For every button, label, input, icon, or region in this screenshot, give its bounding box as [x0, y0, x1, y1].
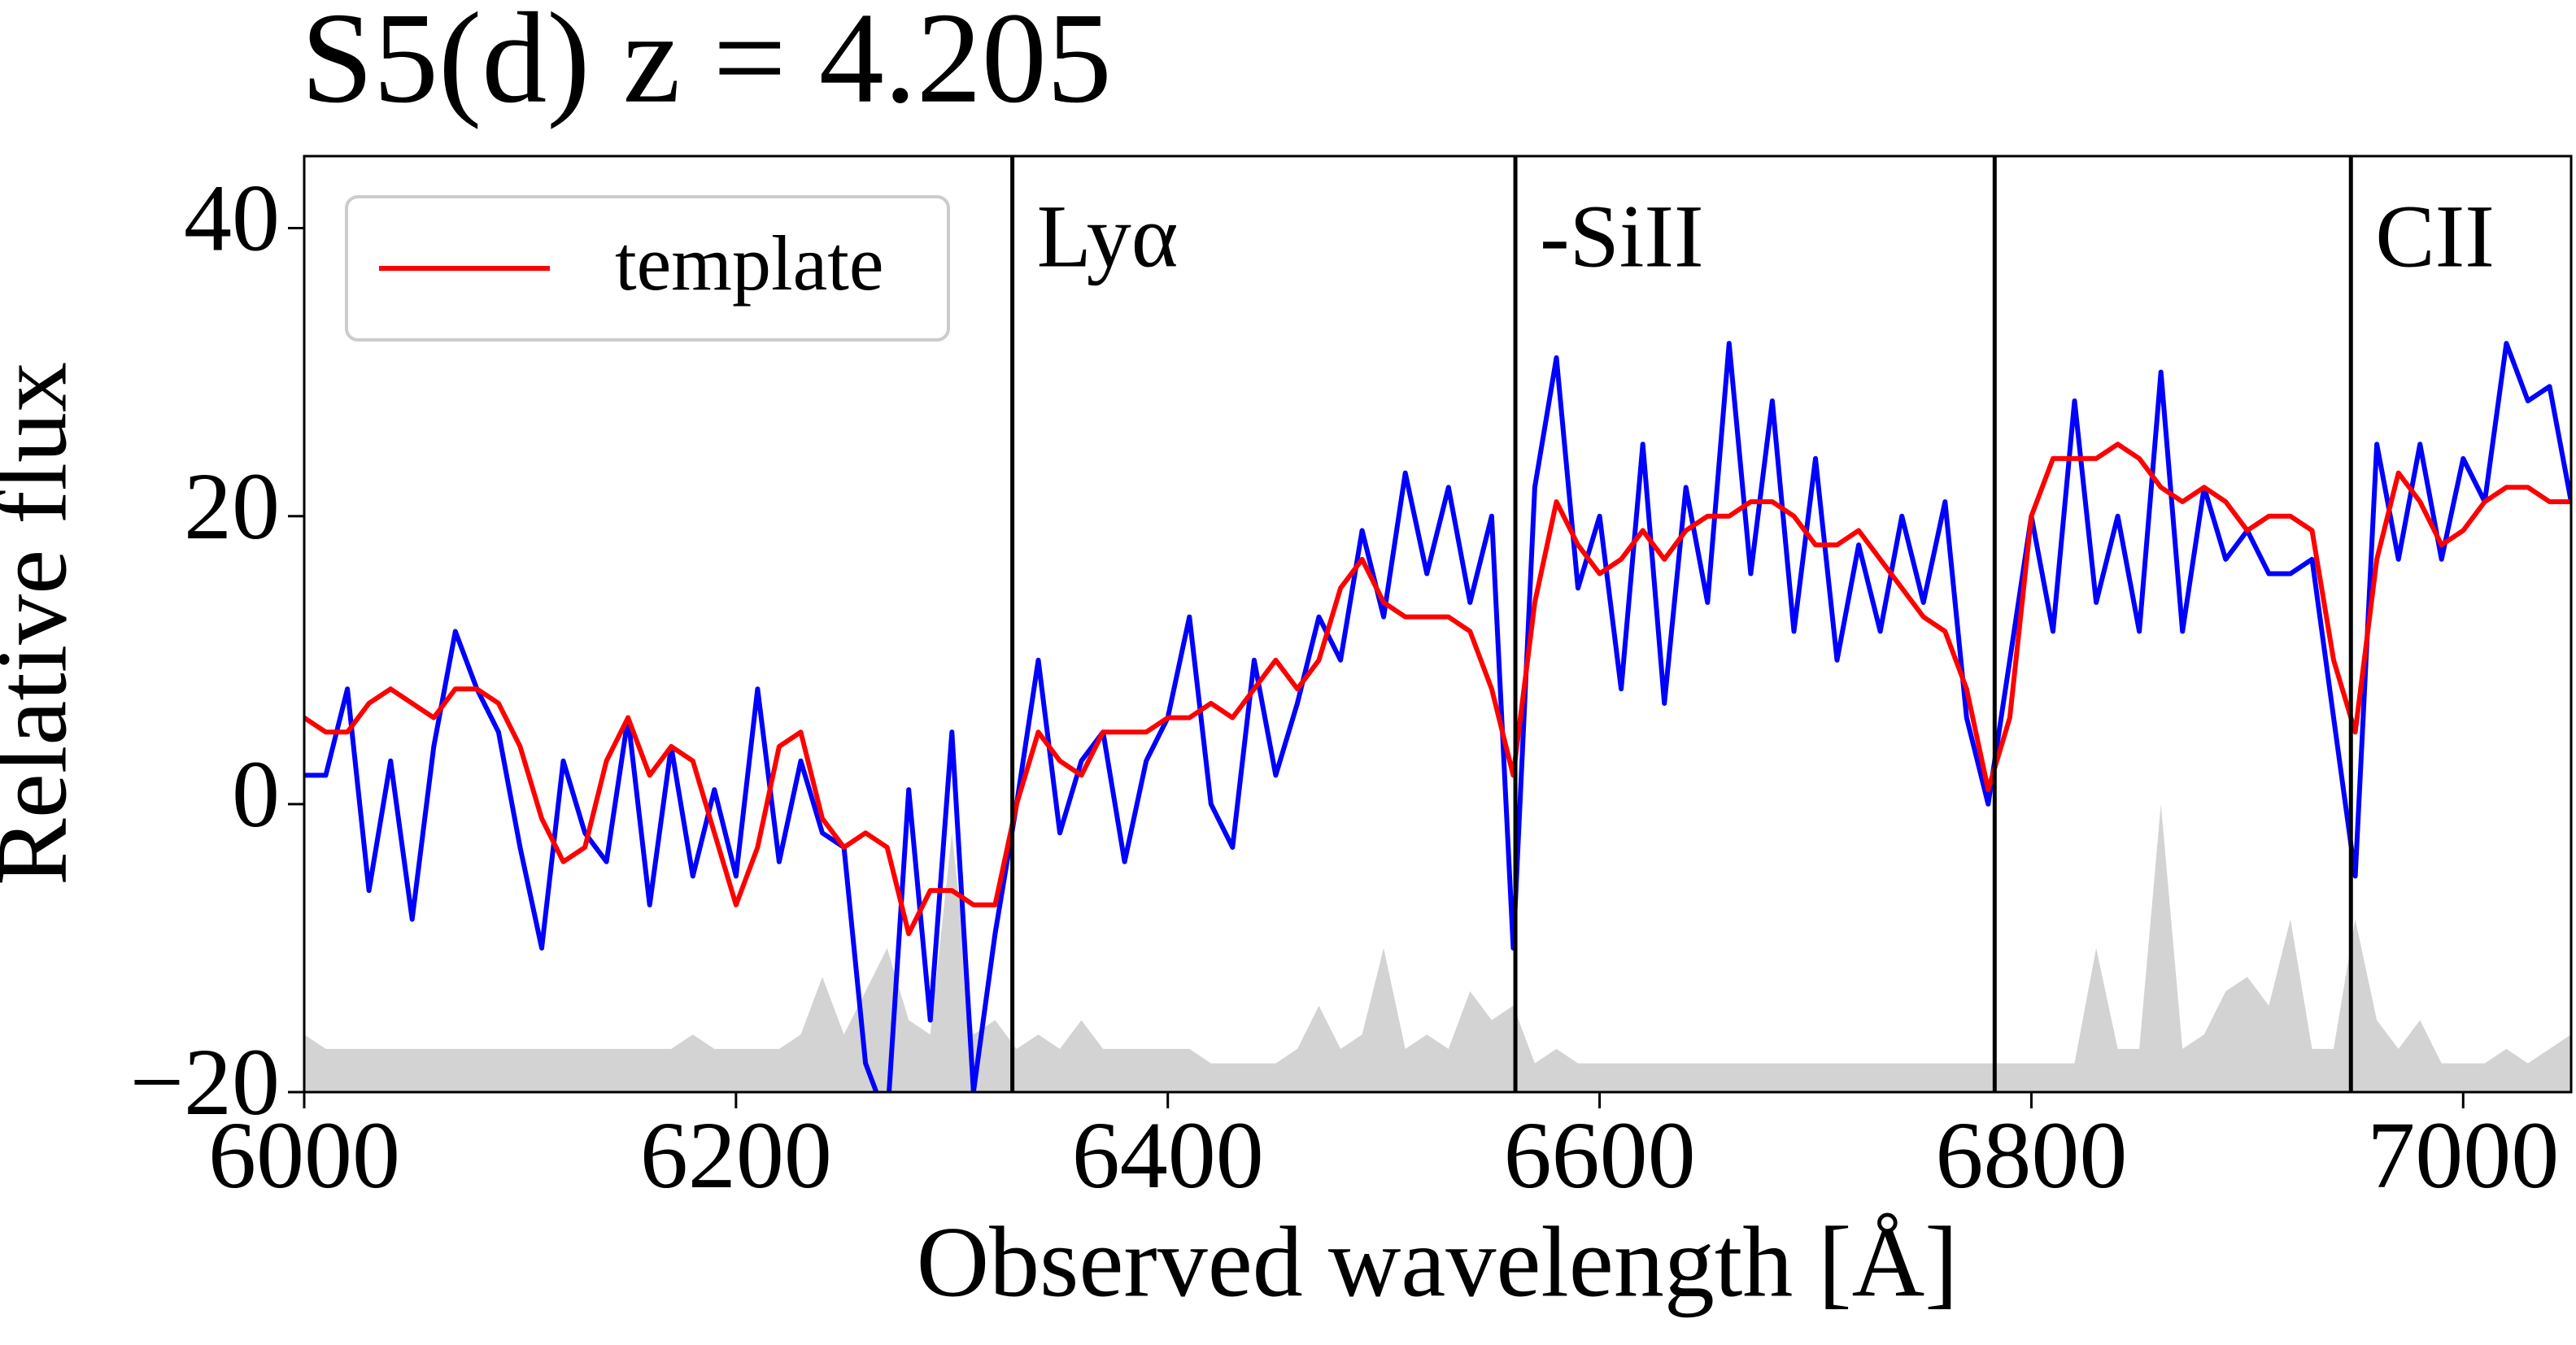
x-tick-label: 6400	[1072, 1102, 1264, 1208]
line-label: CII	[2375, 186, 2495, 285]
y-axis-label: Relative flux	[0, 362, 87, 886]
y-tick-label: 20	[184, 453, 280, 559]
x-tick-label: 6200	[640, 1102, 832, 1208]
x-axis-label: Observed wavelength [Å]	[917, 1206, 1959, 1317]
x-tick-label: 6600	[1504, 1102, 1696, 1208]
line-label: Lyα	[1037, 186, 1179, 285]
legend-label: template	[615, 220, 884, 307]
chart-title: S5(d) z = 4.205	[301, 0, 1112, 130]
legend-box	[345, 195, 950, 342]
y-tick-label: −20	[129, 1029, 280, 1135]
spectrum-line	[304, 341, 2571, 1092]
noise-area	[304, 803, 2571, 1092]
line-label: -SiII	[1540, 186, 1704, 285]
x-tick-label: 7000	[2367, 1102, 2559, 1208]
x-tick-label: 6800	[1935, 1102, 2127, 1208]
x-tick-label: 6000	[208, 1102, 400, 1208]
plot-frame	[303, 155, 2573, 1094]
y-tick-label: 0	[232, 741, 280, 847]
plot-area	[304, 341, 2571, 1092]
y-tick-label: 40	[184, 165, 280, 272]
template-line	[304, 442, 2571, 937]
